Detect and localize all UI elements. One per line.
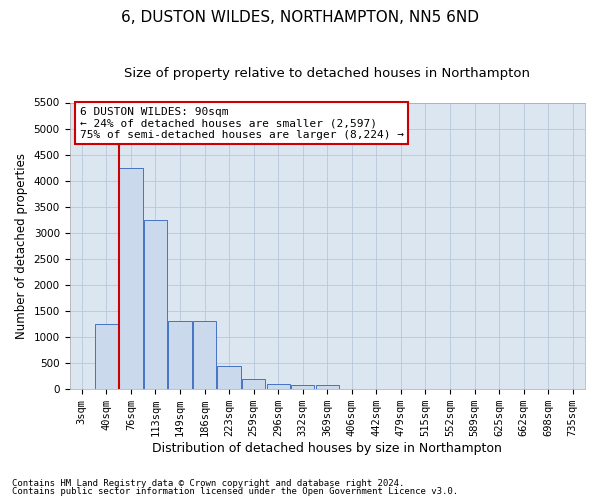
Bar <box>144 220 167 389</box>
Bar <box>266 384 290 389</box>
Y-axis label: Number of detached properties: Number of detached properties <box>15 153 28 339</box>
Text: 6 DUSTON WILDES: 90sqm
← 24% of detached houses are smaller (2,597)
75% of semi-: 6 DUSTON WILDES: 90sqm ← 24% of detached… <box>80 107 404 140</box>
Bar <box>169 322 191 389</box>
Text: Contains HM Land Registry data © Crown copyright and database right 2024.: Contains HM Land Registry data © Crown c… <box>12 478 404 488</box>
Bar <box>95 324 118 389</box>
Text: Contains public sector information licensed under the Open Government Licence v3: Contains public sector information licen… <box>12 487 458 496</box>
Bar <box>291 386 314 389</box>
Title: Size of property relative to detached houses in Northampton: Size of property relative to detached ho… <box>124 68 530 80</box>
Bar <box>242 379 265 389</box>
Text: 6, DUSTON WILDES, NORTHAMPTON, NN5 6ND: 6, DUSTON WILDES, NORTHAMPTON, NN5 6ND <box>121 10 479 25</box>
Bar <box>119 168 143 389</box>
X-axis label: Distribution of detached houses by size in Northampton: Distribution of detached houses by size … <box>152 442 502 455</box>
Bar <box>193 322 216 389</box>
Bar <box>217 366 241 389</box>
Bar <box>316 386 339 389</box>
